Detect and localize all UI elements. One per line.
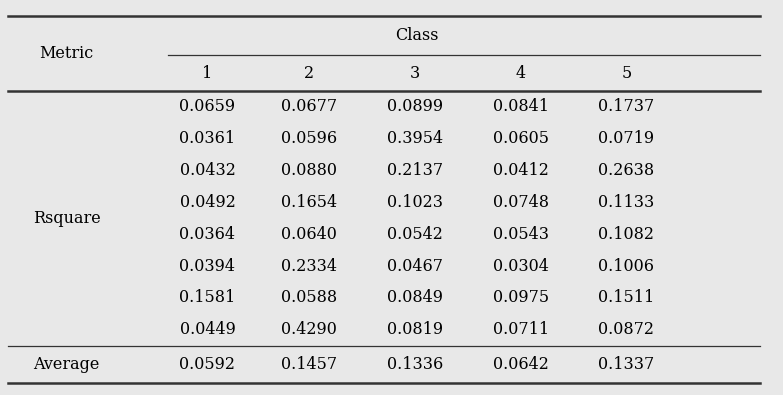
Text: 0.1337: 0.1337 — [598, 356, 655, 373]
Text: 0.1336: 0.1336 — [387, 356, 443, 373]
Text: Class: Class — [395, 27, 438, 44]
Text: 0.0596: 0.0596 — [281, 130, 337, 147]
Text: 0.0748: 0.0748 — [493, 194, 549, 211]
Text: 0.4290: 0.4290 — [281, 321, 337, 338]
Text: 1: 1 — [202, 64, 213, 82]
Text: 0.0677: 0.0677 — [281, 98, 337, 115]
Text: 0.0432: 0.0432 — [179, 162, 236, 179]
Text: 0.0304: 0.0304 — [493, 258, 549, 275]
Text: 0.2334: 0.2334 — [281, 258, 337, 275]
Text: 0.0719: 0.0719 — [598, 130, 655, 147]
Text: 0.0364: 0.0364 — [179, 226, 236, 243]
Text: 0.0605: 0.0605 — [493, 130, 549, 147]
Text: 0.0412: 0.0412 — [493, 162, 549, 179]
Text: 0.0449: 0.0449 — [179, 321, 236, 338]
Text: 0.0592: 0.0592 — [179, 356, 236, 373]
Text: 0.0659: 0.0659 — [179, 98, 236, 115]
Text: 0.1082: 0.1082 — [598, 226, 655, 243]
Text: 0.3954: 0.3954 — [387, 130, 443, 147]
Text: Metric: Metric — [39, 45, 94, 62]
Text: 3: 3 — [410, 64, 420, 82]
Text: 0.0640: 0.0640 — [281, 226, 337, 243]
Text: Average: Average — [34, 356, 99, 373]
Text: 0.1511: 0.1511 — [598, 290, 655, 307]
Text: 0.0899: 0.0899 — [387, 98, 443, 115]
Text: 4: 4 — [516, 64, 525, 82]
Text: 0.1654: 0.1654 — [281, 194, 337, 211]
Text: 0.0849: 0.0849 — [387, 290, 443, 307]
Text: 0.1581: 0.1581 — [179, 290, 236, 307]
Text: 0.1023: 0.1023 — [387, 194, 443, 211]
Text: Rsquare: Rsquare — [33, 210, 100, 227]
Text: 0.0872: 0.0872 — [598, 321, 655, 338]
Text: 0.1457: 0.1457 — [281, 356, 337, 373]
Text: 0.0642: 0.0642 — [493, 356, 549, 373]
Text: 0.0819: 0.0819 — [387, 321, 443, 338]
Text: 0.0711: 0.0711 — [493, 321, 549, 338]
Text: 0.0394: 0.0394 — [179, 258, 236, 275]
Text: 0.0588: 0.0588 — [281, 290, 337, 307]
Text: 2: 2 — [305, 64, 314, 82]
Text: 5: 5 — [621, 64, 632, 82]
Text: 0.1133: 0.1133 — [598, 194, 655, 211]
Text: 0.0841: 0.0841 — [493, 98, 549, 115]
Text: 0.0542: 0.0542 — [387, 226, 443, 243]
Text: 0.0361: 0.0361 — [179, 130, 236, 147]
Text: 0.1737: 0.1737 — [598, 98, 655, 115]
Text: 0.2638: 0.2638 — [598, 162, 655, 179]
Text: 0.0543: 0.0543 — [493, 226, 549, 243]
Text: 0.2137: 0.2137 — [387, 162, 443, 179]
Text: 0.0467: 0.0467 — [387, 258, 443, 275]
Text: 0.1006: 0.1006 — [598, 258, 655, 275]
Text: 0.0880: 0.0880 — [281, 162, 337, 179]
Text: 0.0492: 0.0492 — [179, 194, 236, 211]
Text: 0.0975: 0.0975 — [493, 290, 549, 307]
